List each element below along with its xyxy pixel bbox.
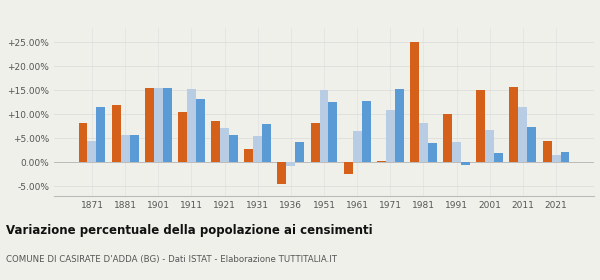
- Bar: [551, 155, 560, 162]
- Bar: [229, 135, 238, 162]
- Bar: [277, 162, 286, 184]
- Bar: [377, 161, 386, 162]
- Bar: [428, 143, 437, 162]
- Bar: [509, 87, 518, 162]
- Bar: [311, 123, 320, 162]
- Bar: [362, 101, 371, 162]
- Bar: [560, 152, 569, 162]
- Bar: [286, 162, 295, 166]
- Bar: [220, 128, 229, 162]
- Bar: [419, 123, 428, 162]
- Bar: [196, 99, 205, 162]
- Bar: [476, 90, 485, 162]
- Bar: [145, 88, 154, 162]
- Bar: [97, 107, 106, 162]
- Bar: [244, 149, 253, 162]
- Bar: [211, 121, 220, 162]
- Legend: Casirate d'Adda, Provincia di BG, Lombardia: Casirate d'Adda, Provincia di BG, Lombar…: [181, 0, 467, 4]
- Bar: [295, 142, 304, 162]
- Bar: [130, 135, 139, 162]
- Bar: [79, 123, 88, 162]
- Text: COMUNE DI CASIRATE D'ADDA (BG) - Dati ISTAT - Elaborazione TUTTITALIA.IT: COMUNE DI CASIRATE D'ADDA (BG) - Dati IS…: [6, 255, 337, 264]
- Bar: [461, 162, 470, 165]
- Bar: [386, 109, 395, 162]
- Bar: [178, 112, 187, 162]
- Bar: [518, 107, 527, 162]
- Bar: [187, 89, 196, 162]
- Bar: [542, 141, 551, 162]
- Bar: [485, 130, 494, 162]
- Bar: [328, 102, 337, 162]
- Bar: [320, 90, 328, 162]
- Bar: [410, 42, 419, 162]
- Bar: [443, 115, 452, 162]
- Bar: [527, 127, 536, 162]
- Bar: [253, 136, 262, 162]
- Text: Variazione percentuale della popolazione ai censimenti: Variazione percentuale della popolazione…: [6, 224, 373, 237]
- Bar: [494, 153, 503, 162]
- Bar: [452, 142, 461, 162]
- Bar: [121, 135, 130, 162]
- Bar: [344, 162, 353, 174]
- Bar: [163, 88, 172, 162]
- Bar: [262, 124, 271, 162]
- Bar: [154, 88, 163, 162]
- Bar: [88, 141, 97, 162]
- Bar: [112, 105, 121, 162]
- Bar: [353, 131, 362, 162]
- Bar: [395, 89, 404, 162]
